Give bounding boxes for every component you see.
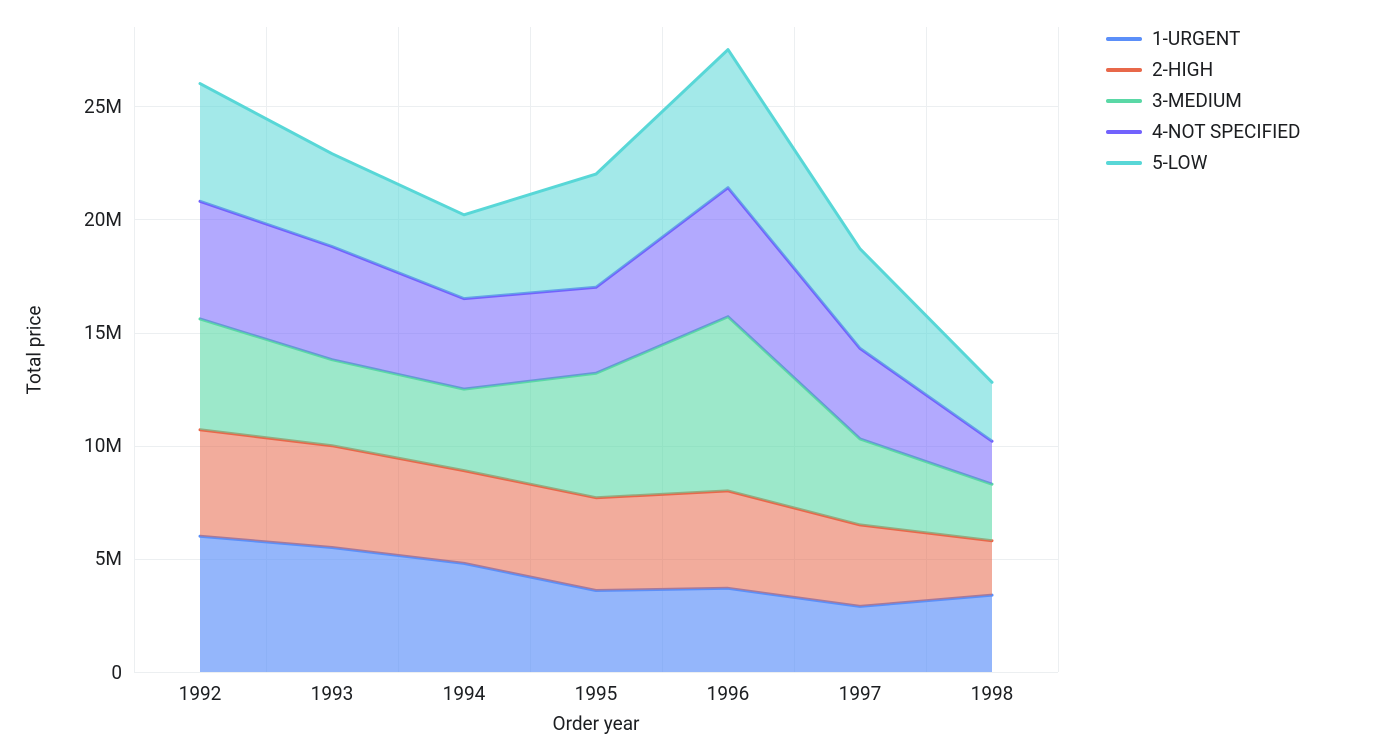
y-tick-label: 0: [111, 661, 122, 684]
x-tick-label: 1993: [311, 682, 354, 705]
x-tick-label: 1996: [707, 682, 750, 705]
y-tick-label: 5M: [95, 547, 122, 570]
legend-label: 2-HIGH: [1152, 58, 1213, 81]
y-tick-label: 10M: [84, 434, 122, 457]
x-tick-label: 1995: [575, 682, 618, 705]
area-chart: Total price Order year 1-URGENT 2-HIGH 3-M…: [0, 0, 1398, 754]
legend-label: 3-MEDIUM: [1152, 89, 1242, 112]
legend-item[interactable]: 3-MEDIUM: [1106, 89, 1301, 112]
legend-item[interactable]: 5-LOW: [1106, 151, 1301, 174]
legend-label: 5-LOW: [1152, 151, 1208, 174]
legend-swatch: [1106, 99, 1142, 103]
y-tick-label: 20M: [84, 208, 122, 231]
x-axis-label: Order year: [553, 712, 640, 735]
x-tick-label: 1998: [971, 682, 1014, 705]
legend-item[interactable]: 1-URGENT: [1106, 27, 1301, 50]
legend-swatch: [1106, 161, 1142, 165]
y-tick-label: 15M: [84, 321, 122, 344]
legend-swatch: [1106, 37, 1142, 41]
legend-swatch: [1106, 68, 1142, 72]
legend-item[interactable]: 2-HIGH: [1106, 58, 1301, 81]
legend-label: 1-URGENT: [1152, 27, 1240, 50]
y-tick-label: 25M: [84, 95, 122, 118]
x-tick-label: 1997: [839, 682, 882, 705]
x-tick-label: 1992: [179, 682, 222, 705]
legend-swatch: [1106, 130, 1142, 134]
legend-label: 4-NOT SPECIFIED: [1152, 120, 1301, 143]
legend: 1-URGENT 2-HIGH 3-MEDIUM 4-NOT SPECIFIED 5-L…: [1106, 27, 1301, 182]
x-tick-label: 1994: [443, 682, 486, 705]
y-axis-label: Total price: [23, 305, 46, 394]
legend-item[interactable]: 4-NOT SPECIFIED: [1106, 120, 1301, 143]
